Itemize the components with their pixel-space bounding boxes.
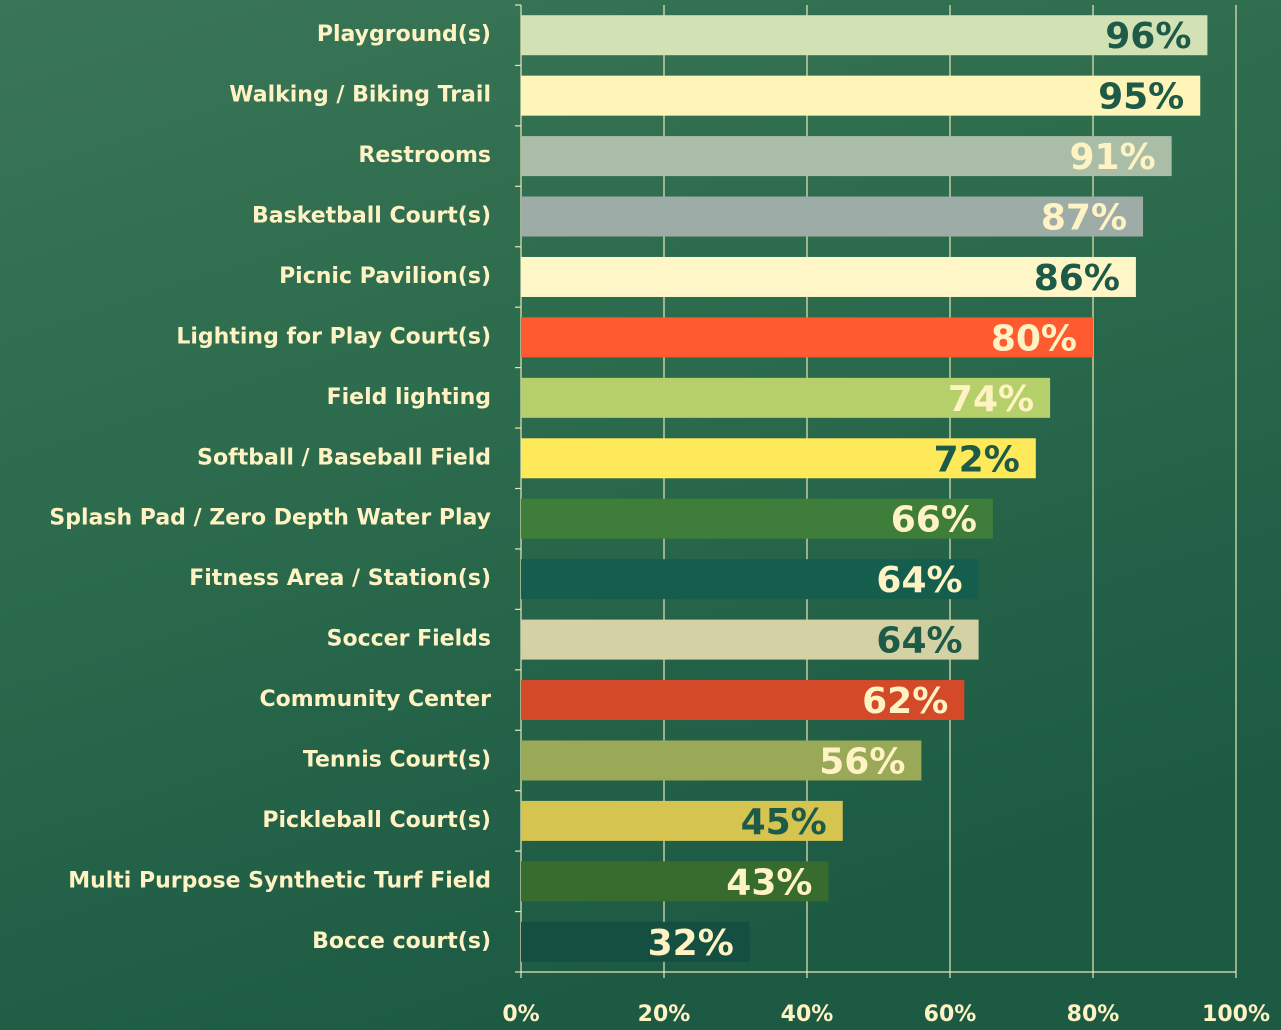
bar xyxy=(521,256,1136,297)
bar xyxy=(521,740,922,781)
bar xyxy=(521,136,1172,177)
x-tick-label: 0% xyxy=(502,1002,539,1027)
value-label: 56% xyxy=(819,741,905,782)
category-label: Picnic Pavilion(s) xyxy=(279,264,491,289)
category-label: Basketball Court(s) xyxy=(252,204,491,229)
value-label: 86% xyxy=(1034,258,1120,299)
category-label: Tennis Court(s) xyxy=(303,747,491,772)
x-tick-label: 80% xyxy=(1067,1002,1120,1027)
bar xyxy=(521,498,993,539)
bar xyxy=(521,559,979,600)
bar xyxy=(521,921,750,962)
category-label: Field lighting xyxy=(327,385,491,410)
category-label: Restrooms xyxy=(358,143,491,168)
bar xyxy=(521,680,965,721)
value-label: 62% xyxy=(862,681,948,722)
value-label: 43% xyxy=(726,862,812,903)
category-label: Fitness Area / Station(s) xyxy=(189,566,491,591)
bar xyxy=(521,196,1144,237)
value-label: 91% xyxy=(1069,137,1155,178)
bar xyxy=(521,317,1093,358)
category-label: Walking / Biking Trail xyxy=(229,83,491,108)
x-tick-label: 20% xyxy=(638,1002,691,1027)
category-label: Multi Purpose Synthetic Turf Field xyxy=(68,868,491,893)
category-label: Lighting for Play Court(s) xyxy=(176,324,491,349)
bar xyxy=(521,438,1036,479)
bar xyxy=(521,75,1201,116)
bar xyxy=(521,861,829,902)
x-tick-label: 100% xyxy=(1202,1002,1270,1027)
value-label: 66% xyxy=(891,500,977,541)
category-label: Community Center xyxy=(259,687,491,712)
category-label: Playground(s) xyxy=(317,22,491,47)
category-label: Bocce court(s) xyxy=(312,929,491,954)
bar xyxy=(521,619,979,660)
bar xyxy=(521,800,843,841)
value-label: 96% xyxy=(1105,16,1191,57)
value-label: 95% xyxy=(1098,77,1184,118)
category-label: Soccer Fields xyxy=(327,627,491,652)
category-label: Pickleball Court(s) xyxy=(262,808,491,833)
x-tick-label: 40% xyxy=(781,1002,834,1027)
value-label: 80% xyxy=(991,318,1077,359)
value-label: 87% xyxy=(1041,198,1127,239)
value-label: 72% xyxy=(934,439,1020,480)
value-label: 32% xyxy=(648,923,734,964)
bar xyxy=(521,377,1051,418)
value-label: 45% xyxy=(741,802,827,843)
bar xyxy=(521,15,1208,56)
value-label: 64% xyxy=(876,560,962,601)
category-label: Splash Pad / Zero Depth Water Play xyxy=(49,506,491,531)
value-label: 64% xyxy=(876,621,962,662)
category-label: Softball / Baseball Field xyxy=(197,445,491,470)
value-label: 74% xyxy=(948,379,1034,420)
x-tick-label: 60% xyxy=(924,1002,977,1027)
